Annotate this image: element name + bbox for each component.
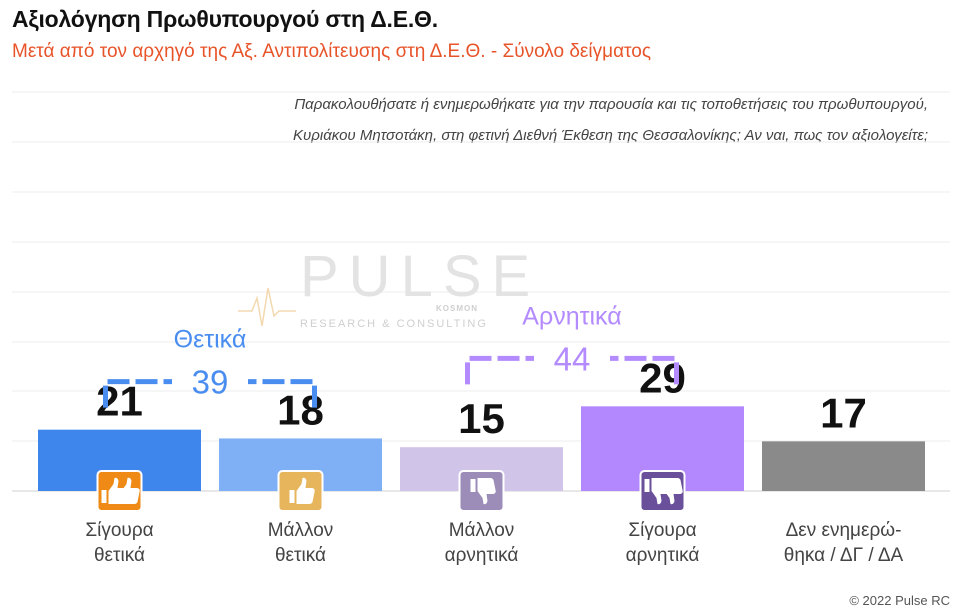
survey-question-line-1: Παρακολουθήσατε ή ενημερωθήκατε για την … <box>294 96 928 113</box>
group-brackets: 39 Θετικά 44 Αρνητικά <box>103 302 679 408</box>
positive-group-bracket: 39 Θετικά <box>103 326 317 408</box>
thumbs-down-icon <box>458 470 505 512</box>
group-label: Θετικά <box>174 326 247 354</box>
category-label: Σίγουρα θετικά <box>85 520 153 566</box>
double-thumbs-down-icon <box>639 470 686 512</box>
category-label: Μάλλον αρνητικά <box>445 520 519 566</box>
value-label: 17 <box>820 389 867 436</box>
chart-title: Αξιολόγηση Πρωθυπουργού στη Δ.Ε.Θ. <box>12 6 438 32</box>
group-total: 44 <box>554 340 591 377</box>
bar <box>762 441 925 491</box>
chart-subtitle: Μετά από τον αρχηγό της Αξ. Αντιπολίτευσ… <box>12 41 652 62</box>
category-label: Σίγουρα αρνητικά <box>626 520 700 566</box>
watermark-tagline: RESEARCH & CONSULTING <box>300 318 488 330</box>
copyright-footer: © 2022 Pulse RC <box>849 593 950 608</box>
survey-question-line-2: Κυριάκου Μητσοτάκη, στη φετινή Διεθνή Έκ… <box>293 127 928 144</box>
thumbs-up-icon <box>277 470 324 512</box>
watermark-brand: PULSE <box>300 244 540 309</box>
watermark-mark: KOSMON <box>436 304 478 313</box>
group-label: Αρνητικά <box>522 302 621 330</box>
double-thumbs-up-icon <box>96 470 143 512</box>
category-label: Μάλλον θετικά <box>268 520 334 566</box>
negative-group-bracket: 44 Αρνητικά <box>465 302 679 385</box>
group-total: 39 <box>192 364 229 401</box>
category-label: Δεν ενημερώ-θηκα / ΔΓ / ΔΑ <box>784 520 904 566</box>
pulse-watermark: PULSE KOSMON RESEARCH & CONSULTING <box>238 244 540 330</box>
value-label: 15 <box>458 395 505 442</box>
